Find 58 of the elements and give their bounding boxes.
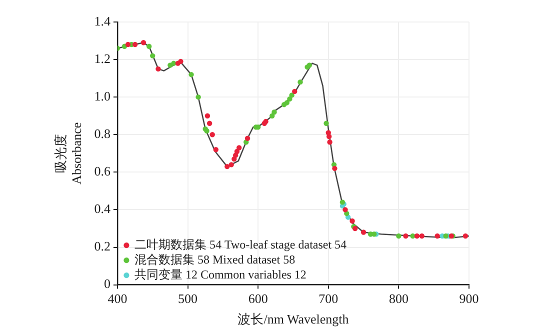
y-tick-label: 0.4 [94, 201, 111, 216]
point [270, 113, 275, 118]
x-tick-label: 900 [459, 291, 479, 306]
legend-label: 二叶期数据集 54 Two-leaf stage dataset 54 [134, 237, 347, 252]
point [150, 53, 156, 58]
point [213, 147, 218, 152]
point [327, 140, 332, 145]
point [210, 132, 215, 138]
x-tick-label: 700 [318, 291, 338, 306]
point [244, 136, 250, 141]
y-tick-label: 1.0 [94, 88, 110, 104]
point [289, 92, 294, 98]
point [234, 148, 240, 154]
y-tick-label: 1.4 [94, 13, 111, 28]
y-tick-label: 1.2 [94, 50, 110, 66]
x-tick-label: 600 [248, 291, 268, 306]
x-tick-label: 400 [108, 291, 128, 306]
point [178, 58, 184, 64]
y-tick-label: 0.8 [94, 126, 110, 142]
point [462, 233, 468, 239]
x-tick-label: 500 [178, 291, 198, 306]
point [236, 145, 242, 150]
point [342, 207, 348, 212]
point [434, 233, 440, 239]
point [284, 100, 290, 106]
y-tick-label: 0.6 [94, 164, 111, 179]
point [196, 94, 201, 100]
point [140, 40, 146, 46]
point [324, 120, 329, 126]
y-tick-label: 0.2 [94, 238, 110, 254]
point [326, 134, 332, 140]
point [350, 218, 355, 224]
x-tick-label: 800 [388, 291, 408, 306]
point [224, 164, 230, 170]
point [204, 113, 210, 118]
point [125, 42, 131, 48]
point [272, 110, 277, 115]
legend-label: 混合数据集 58 Mixed dataset 58 [134, 252, 296, 266]
point [228, 162, 234, 168]
point [396, 233, 402, 239]
point [287, 96, 292, 102]
point [292, 88, 298, 94]
point [298, 79, 303, 85]
point [188, 72, 194, 78]
point [146, 44, 152, 50]
point [206, 120, 212, 126]
point [403, 233, 408, 239]
legend-label: 共同变量 12 Common variables 12 [134, 267, 306, 282]
point [332, 166, 338, 172]
x-axis-title: 波长/nm Wavelength [238, 312, 350, 327]
point [171, 60, 176, 66]
point [419, 233, 424, 239]
point [414, 233, 420, 239]
point [360, 230, 366, 235]
point [156, 66, 161, 72]
y-tick-label: 0 [104, 276, 110, 292]
point [132, 42, 138, 48]
y-axis-title: 吸光度 Absorbance [53, 122, 84, 184]
